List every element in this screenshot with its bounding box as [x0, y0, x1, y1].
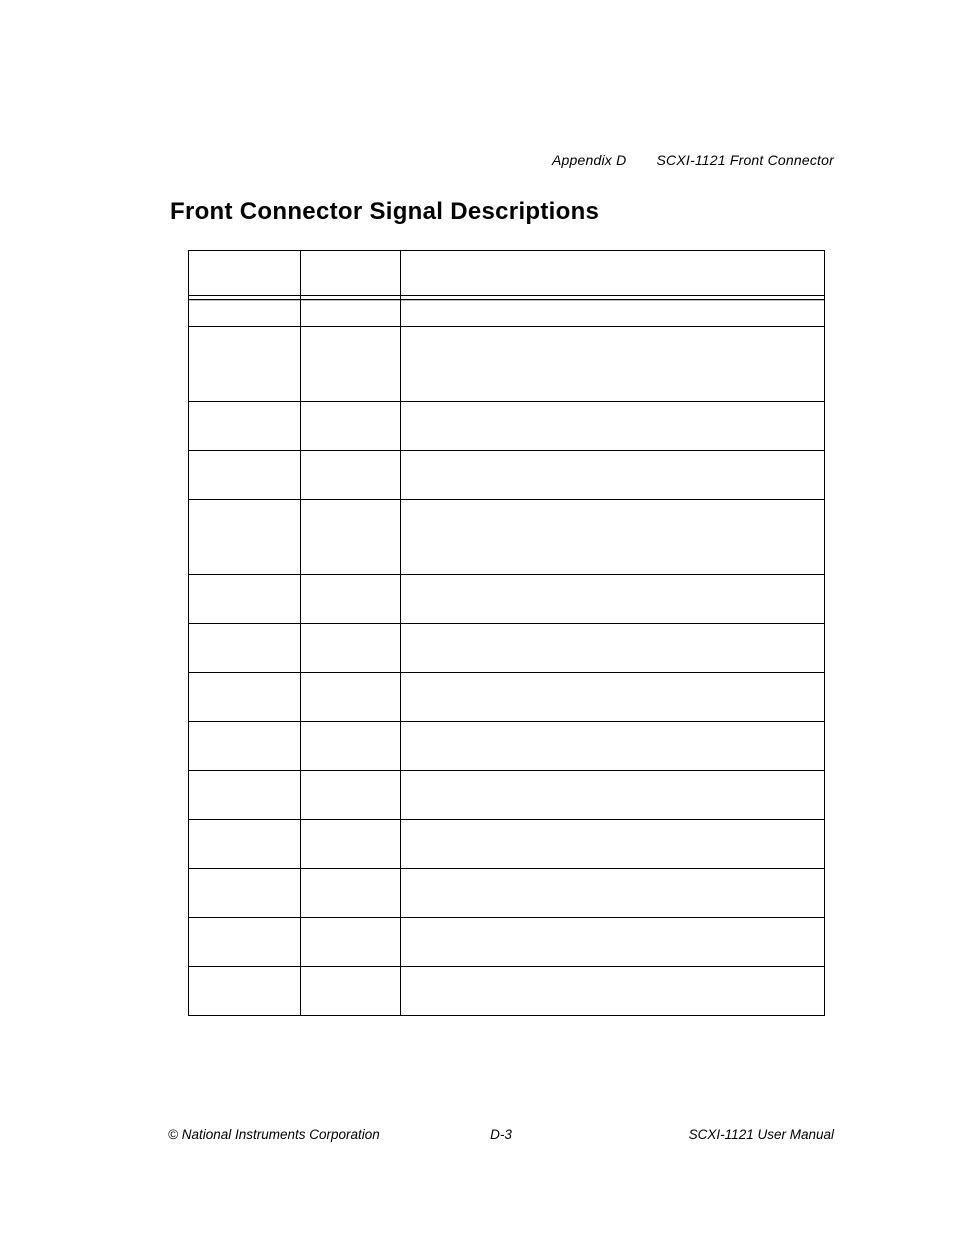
table-row [189, 575, 825, 624]
table-cell [301, 402, 401, 451]
table-cell [301, 500, 401, 575]
table-row [189, 296, 825, 327]
table-cell [401, 869, 825, 918]
table-row [189, 967, 825, 1016]
running-header: Appendix D SCXI-1121 Front Connector [552, 152, 834, 168]
table-row [189, 500, 825, 575]
table-cell [301, 967, 401, 1016]
table-cell [401, 771, 825, 820]
table-cell [301, 918, 401, 967]
table-cell [401, 722, 825, 771]
table-cell [401, 402, 825, 451]
table-row [189, 869, 825, 918]
table-cell [301, 771, 401, 820]
table-row [189, 402, 825, 451]
table-cell [189, 869, 301, 918]
table-cell [401, 820, 825, 869]
table-body [189, 296, 825, 1016]
table-cell [189, 771, 301, 820]
table-cell [401, 500, 825, 575]
table-cell [189, 918, 301, 967]
table-row [189, 624, 825, 673]
table-row [189, 771, 825, 820]
table-cell [189, 673, 301, 722]
table-cell [189, 500, 301, 575]
table-cell [189, 722, 301, 771]
table-cell [401, 296, 825, 327]
section-title: Front Connector Signal Descriptions [170, 198, 599, 226]
table-row [189, 327, 825, 402]
table-cell [189, 402, 301, 451]
table-cell [401, 918, 825, 967]
table-cell [301, 820, 401, 869]
table-cell [189, 967, 301, 1016]
table-cell [401, 575, 825, 624]
header-appendix: Appendix D [552, 152, 626, 168]
table-cell [301, 869, 401, 918]
table-row [189, 918, 825, 967]
table-cell [301, 575, 401, 624]
table-row [189, 820, 825, 869]
table-cell [301, 296, 401, 327]
table-cell [301, 624, 401, 673]
table-cell [301, 327, 401, 402]
table-row [189, 451, 825, 500]
footer-right: SCXI-1121 User Manual [689, 1127, 834, 1142]
table-cell [189, 327, 301, 402]
table-header-row [189, 251, 825, 296]
table-cell [189, 575, 301, 624]
table-cell [189, 296, 301, 327]
table-cell [301, 451, 401, 500]
header-title: SCXI-1121 Front Connector [657, 152, 835, 168]
table-header-cell [189, 251, 301, 296]
table-cell [401, 451, 825, 500]
table-row [189, 673, 825, 722]
table-cell [401, 624, 825, 673]
table-cell [189, 451, 301, 500]
table-cell [189, 820, 301, 869]
table-row [189, 722, 825, 771]
table-cell [301, 673, 401, 722]
table-header-cell [301, 251, 401, 296]
table-header-cell [401, 251, 825, 296]
table-cell [401, 327, 825, 402]
table-cell [301, 722, 401, 771]
table-cell [401, 967, 825, 1016]
page: Appendix D SCXI-1121 Front Connector Fro… [0, 0, 954, 1235]
signal-table [188, 250, 825, 1016]
table-cell [401, 673, 825, 722]
signal-table-wrap [188, 250, 824, 1016]
table-cell [189, 624, 301, 673]
